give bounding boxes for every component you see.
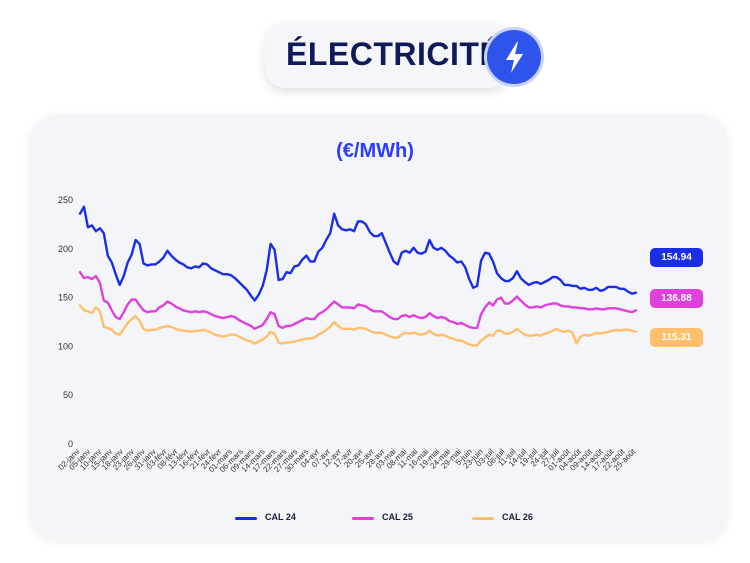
- y-tick-label: 200: [58, 244, 73, 254]
- lightning-icon: [487, 30, 541, 84]
- legend-cal24-swatch: [235, 517, 257, 520]
- series-line-cal25: [78, 271, 638, 330]
- cal26-last-value-badge: 115.31: [650, 328, 703, 347]
- legend-cal24-label: CAL 24: [265, 512, 296, 522]
- series-line-cal26: [78, 304, 638, 347]
- chart-title: (€/MWh): [336, 140, 414, 162]
- cal24-last-value-badge: 154.94: [650, 248, 703, 267]
- legend-cal25-swatch: [352, 517, 374, 520]
- legend-cal26-label: CAL 26: [502, 512, 533, 522]
- y-tick-label: 0: [68, 439, 73, 449]
- chart-card: [30, 115, 728, 540]
- legend-cal26-swatch: [472, 517, 494, 520]
- legend-cal25-label: CAL 25: [382, 512, 413, 522]
- y-tick-label: 50: [63, 390, 73, 400]
- title-pill: [265, 22, 510, 88]
- cal25-last-value-badge: 136.88: [650, 289, 703, 308]
- page-title: ÉLECTRICITÉ: [286, 36, 502, 72]
- y-tick-label: 100: [58, 341, 73, 351]
- series-line-cal24: [78, 205, 638, 302]
- y-tick-label: 150: [58, 293, 73, 303]
- y-tick-label: 250: [58, 195, 73, 205]
